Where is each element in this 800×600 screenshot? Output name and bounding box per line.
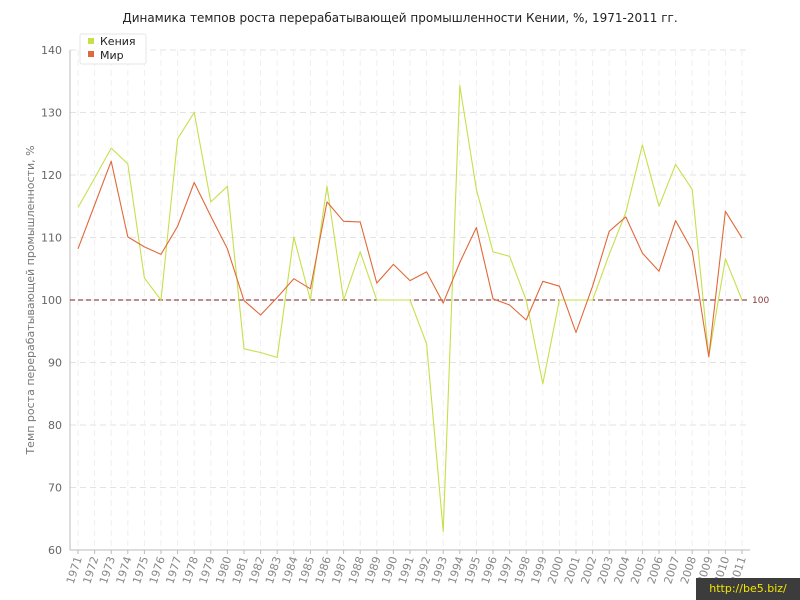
- y-tick-label: 90: [48, 357, 62, 370]
- y-tick-label: 80: [48, 419, 62, 432]
- reference-line: 100: [70, 296, 769, 306]
- y-tick-label: 70: [48, 482, 62, 495]
- legend-swatch-world: [88, 51, 94, 57]
- y-tick-label: 140: [41, 44, 62, 57]
- legend: Кения Мир: [79, 33, 147, 65]
- y-tick-label: 100: [41, 294, 62, 307]
- legend-box: [79, 33, 147, 65]
- series-line-world: [77, 160, 743, 358]
- y-tick-label: 120: [41, 169, 62, 182]
- watermark[interactable]: http://be5.biz/: [696, 578, 800, 600]
- series-lines: [77, 85, 743, 532]
- y-axis: 60 70 80 90 100 110 120 130 140: [41, 44, 71, 557]
- x-axis: 1971197219731974197519761977197819791980…: [64, 549, 750, 586]
- legend-label-kenya: Кения: [100, 35, 136, 48]
- legend-label-world: Мир: [100, 49, 124, 62]
- y-tick-label: 130: [41, 107, 62, 120]
- series-line-kenya: [77, 85, 743, 532]
- y-tick-label: 110: [41, 232, 62, 245]
- chart-title: Динамика темпов роста перерабатывающей п…: [122, 11, 677, 25]
- y-tick-label: 60: [48, 544, 62, 557]
- legend-swatch-kenya: [88, 38, 94, 44]
- reference-line-label: 100: [752, 296, 769, 306]
- y-axis-label: Темп роста перерабатывающей промышленнос…: [24, 145, 37, 455]
